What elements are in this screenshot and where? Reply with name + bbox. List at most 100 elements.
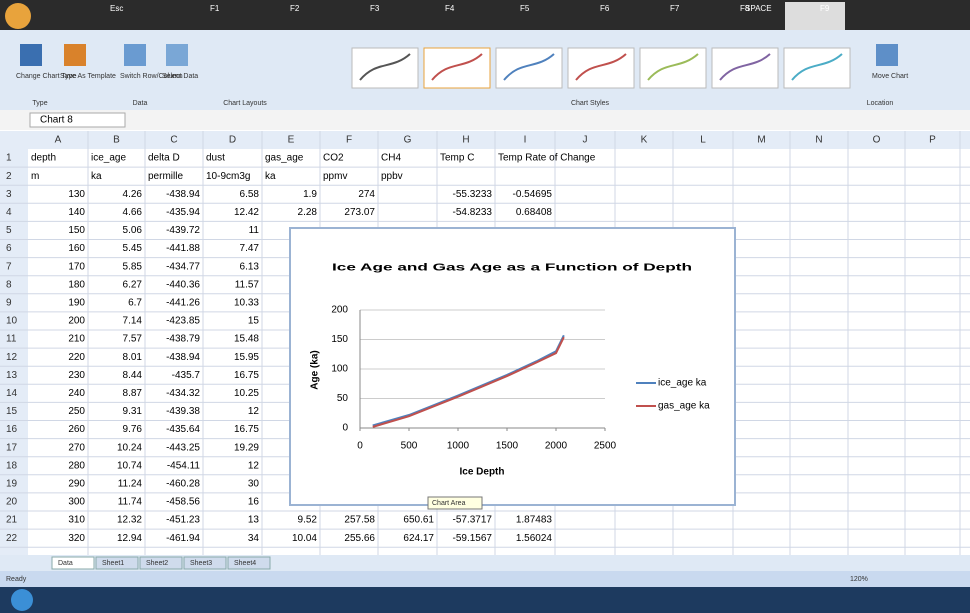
cell[interactable]: 9.52 <box>298 515 318 526</box>
cell[interactable]: ppmv <box>323 171 347 182</box>
cell[interactable]: 255.66 <box>344 533 375 544</box>
cell[interactable]: -441.26 <box>166 297 200 308</box>
cell[interactable]: -439.38 <box>166 406 200 417</box>
name-box[interactable] <box>29 112 126 128</box>
cell[interactable]: -54.8233 <box>453 207 493 218</box>
cell[interactable]: 30 <box>248 478 260 489</box>
cell[interactable]: -0.54695 <box>513 189 553 200</box>
cell[interactable]: delta D <box>148 153 180 164</box>
cell[interactable]: -438.79 <box>166 334 200 345</box>
chart-style-thumb[interactable] <box>495 47 563 89</box>
cell[interactable]: 250 <box>68 406 85 417</box>
cell[interactable]: m <box>31 171 39 182</box>
cell[interactable]: 15 <box>248 316 260 327</box>
cell[interactable]: 4.66 <box>123 207 143 218</box>
cell[interactable]: 624.17 <box>403 533 434 544</box>
cell[interactable]: 240 <box>68 388 85 399</box>
cell[interactable]: 260 <box>68 424 85 435</box>
chart-style-thumb[interactable] <box>351 47 419 89</box>
cell[interactable]: -454.11 <box>167 460 201 471</box>
cell[interactable]: 230 <box>68 370 85 381</box>
cell[interactable]: 1.87483 <box>516 515 553 526</box>
cell[interactable]: 290 <box>68 478 85 489</box>
cell[interactable]: 12.42 <box>234 207 259 218</box>
cell[interactable]: -451.23 <box>166 515 200 526</box>
cell[interactable]: -460.28 <box>166 478 200 489</box>
cell[interactable]: -461.94 <box>166 533 200 544</box>
chart-style-thumb[interactable] <box>783 47 851 89</box>
ribbon-button-icon[interactable] <box>166 44 188 66</box>
cell[interactable]: 10.33 <box>234 297 259 308</box>
cell[interactable]: 16.75 <box>234 370 259 381</box>
cell[interactable]: 11.57 <box>235 279 260 290</box>
cell[interactable]: Temp C <box>440 153 474 164</box>
cell[interactable]: 11.74 <box>118 497 143 508</box>
cell[interactable]: -458.56 <box>166 497 200 508</box>
cell[interactable]: 310 <box>68 515 85 526</box>
cell[interactable]: 10.24 <box>117 442 142 453</box>
cell[interactable]: 270 <box>68 442 85 453</box>
cell[interactable]: 13 <box>248 515 260 526</box>
cell[interactable]: 5.45 <box>123 243 143 254</box>
cell[interactable]: -434.32 <box>166 388 200 399</box>
cell[interactable]: CH4 <box>381 153 401 164</box>
cell[interactable]: 7.47 <box>240 243 260 254</box>
cell[interactable]: 6.7 <box>128 297 142 308</box>
cell[interactable]: 7.57 <box>123 334 143 345</box>
cell[interactable]: 12.94 <box>117 533 142 544</box>
cell[interactable]: permille <box>148 171 183 182</box>
cell[interactable]: dust <box>206 153 225 164</box>
cell[interactable]: 8.44 <box>123 370 143 381</box>
cell[interactable]: -435.64 <box>166 424 200 435</box>
cell[interactable]: 4.26 <box>123 189 143 200</box>
cell[interactable]: -440.36 <box>166 279 200 290</box>
cell[interactable]: 280 <box>68 460 85 471</box>
chart-style-thumb[interactable] <box>423 47 491 89</box>
cell[interactable]: 12 <box>248 406 260 417</box>
cell[interactable]: 10.25 <box>234 388 259 399</box>
cell[interactable]: 140 <box>68 207 85 218</box>
cell[interactable]: 11.24 <box>118 478 143 489</box>
chart-area[interactable] <box>289 227 736 506</box>
cell[interactable]: Temp Rate of Change <box>498 153 596 164</box>
cell[interactable]: gas_age <box>265 153 304 164</box>
cell[interactable]: -434.77 <box>166 261 200 272</box>
cell[interactable]: 6.27 <box>123 279 143 290</box>
office-button[interactable] <box>5 3 31 29</box>
cell[interactable]: 10.74 <box>117 460 142 471</box>
cell[interactable]: 8.87 <box>123 388 143 399</box>
chart-style-thumb[interactable] <box>711 47 779 89</box>
sheet-tab[interactable] <box>95 556 139 570</box>
cell[interactable]: 650.61 <box>403 515 434 526</box>
cell[interactable]: 257.58 <box>344 515 375 526</box>
cell[interactable]: -438.94 <box>166 352 200 363</box>
start-button[interactable] <box>11 589 33 611</box>
cell[interactable]: 10.04 <box>292 533 317 544</box>
cell[interactable]: 170 <box>68 261 85 272</box>
cell[interactable]: 220 <box>68 352 85 363</box>
ribbon-button-icon[interactable] <box>124 44 146 66</box>
cell[interactable]: 273.07 <box>344 207 375 218</box>
cell[interactable]: CO2 <box>323 153 344 164</box>
cell[interactable]: 274 <box>358 189 375 200</box>
ribbon-button-icon[interactable] <box>876 44 898 66</box>
cell[interactable]: ka <box>91 171 102 182</box>
cell[interactable]: 9.76 <box>123 424 143 435</box>
cell[interactable]: 0.68408 <box>516 207 553 218</box>
cell[interactable]: 150 <box>68 225 85 236</box>
cell[interactable]: 19.29 <box>234 442 259 453</box>
cell[interactable]: -441.88 <box>166 243 200 254</box>
cell[interactable]: 320 <box>68 533 85 544</box>
cell[interactable]: 5.06 <box>123 225 143 236</box>
cell[interactable]: -55.3233 <box>453 189 493 200</box>
sheet-tab[interactable] <box>139 556 183 570</box>
cell[interactable]: 8.01 <box>123 352 143 363</box>
cell[interactable]: ppbv <box>381 171 403 182</box>
sheet-tab[interactable] <box>227 556 271 570</box>
cell[interactable]: -435.7 <box>172 370 201 381</box>
cell[interactable]: 10-9cm3g <box>206 171 250 182</box>
cell[interactable]: 300 <box>68 497 85 508</box>
cell[interactable]: 16 <box>248 497 260 508</box>
cell[interactable]: ice_age <box>91 153 126 164</box>
cell[interactable]: 6.13 <box>240 261 260 272</box>
